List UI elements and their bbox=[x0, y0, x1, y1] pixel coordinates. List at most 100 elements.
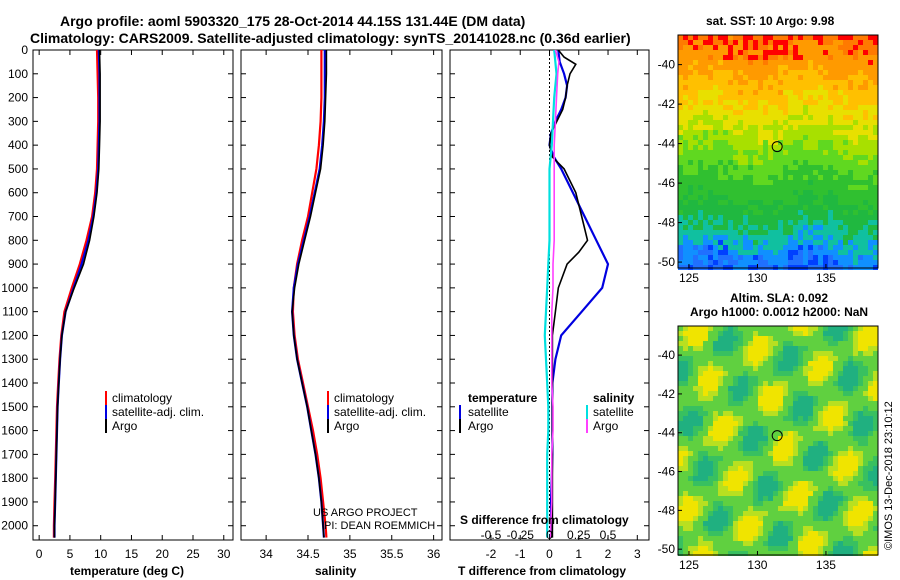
heatmap-cell bbox=[738, 90, 743, 95]
heatmap-cell bbox=[778, 235, 783, 240]
heatmap-cell bbox=[773, 426, 778, 431]
heatmap-cell bbox=[683, 100, 688, 105]
heatmap-cell bbox=[823, 421, 828, 426]
heatmap-cell bbox=[728, 135, 733, 140]
heatmap-cell bbox=[733, 75, 738, 80]
heatmap-cell bbox=[693, 356, 698, 361]
heatmap-cell bbox=[678, 100, 683, 105]
heatmap-cell bbox=[823, 341, 828, 346]
heatmap-cell bbox=[763, 190, 768, 195]
y-tick-label: 1500 bbox=[1, 400, 28, 414]
heatmap-cell bbox=[773, 531, 778, 536]
heatmap-cell bbox=[848, 446, 853, 451]
heatmap-cell bbox=[773, 401, 778, 406]
heatmap-cell bbox=[833, 220, 838, 225]
heatmap-cell bbox=[863, 491, 868, 496]
heatmap-cell bbox=[763, 501, 768, 506]
heatmap-cell bbox=[758, 100, 763, 105]
heatmap-cell bbox=[813, 125, 818, 130]
heatmap-cell bbox=[803, 175, 808, 180]
heatmap-cell bbox=[703, 195, 708, 200]
heatmap-cell bbox=[823, 426, 828, 431]
heatmap-cell bbox=[833, 160, 838, 165]
heatmap-cell bbox=[773, 75, 778, 80]
heatmap-cell bbox=[858, 356, 863, 361]
heatmap-cell bbox=[858, 50, 863, 55]
heatmap-cell bbox=[728, 150, 733, 155]
heatmap-cell bbox=[703, 110, 708, 115]
heatmap-cell bbox=[798, 180, 803, 185]
heatmap-cell bbox=[773, 486, 778, 491]
heatmap-cell bbox=[828, 70, 833, 75]
heatmap-cell bbox=[768, 85, 773, 90]
heatmap-cell bbox=[858, 361, 863, 366]
heatmap-cell bbox=[803, 195, 808, 200]
heatmap-cell bbox=[728, 466, 733, 471]
heatmap-cell bbox=[868, 225, 873, 230]
heatmap-cell bbox=[708, 381, 713, 386]
heatmap-cell bbox=[768, 376, 773, 381]
heatmap-cell bbox=[758, 70, 763, 75]
heatmap-cell bbox=[763, 456, 768, 461]
heatmap-cell bbox=[753, 326, 758, 331]
heatmap-cell bbox=[718, 210, 723, 215]
heatmap-cell bbox=[838, 346, 843, 351]
heatmap-cell bbox=[803, 225, 808, 230]
heatmap-cell bbox=[708, 110, 713, 115]
heatmap-cell bbox=[808, 205, 813, 210]
heatmap-cell bbox=[833, 506, 838, 511]
heatmap-cell bbox=[758, 60, 763, 65]
heatmap-cell bbox=[843, 526, 848, 531]
heatmap-cell bbox=[868, 85, 873, 90]
heatmap-cell bbox=[678, 135, 683, 140]
heatmap-cell bbox=[823, 105, 828, 110]
heatmap-cell bbox=[723, 65, 728, 70]
heatmap-cell bbox=[833, 486, 838, 491]
heatmap-cell bbox=[863, 185, 868, 190]
heatmap-cell bbox=[743, 45, 748, 50]
heatmap-cell bbox=[753, 366, 758, 371]
heatmap-cell bbox=[863, 100, 868, 105]
map-lon-label: 135 bbox=[816, 271, 836, 285]
heatmap-cell bbox=[798, 140, 803, 145]
heatmap-cell bbox=[753, 155, 758, 160]
heatmap-cell bbox=[798, 80, 803, 85]
heatmap-cell bbox=[773, 90, 778, 95]
heatmap-cell bbox=[763, 240, 768, 245]
heatmap-cell bbox=[743, 396, 748, 401]
heatmap-cell bbox=[753, 140, 758, 145]
heatmap-cell bbox=[723, 70, 728, 75]
heatmap-cell bbox=[688, 200, 693, 205]
heatmap-cell bbox=[698, 451, 703, 456]
heatmap-cell bbox=[713, 396, 718, 401]
heatmap-cell bbox=[778, 431, 783, 436]
heatmap-cell bbox=[783, 476, 788, 481]
heatmap-cell bbox=[778, 50, 783, 55]
heatmap-cell bbox=[803, 331, 808, 336]
heatmap-cell bbox=[833, 371, 838, 376]
heatmap-cell bbox=[688, 331, 693, 336]
heatmap-cell bbox=[698, 356, 703, 361]
heatmap-cell bbox=[808, 506, 813, 511]
heatmap-cell bbox=[748, 55, 753, 60]
heatmap-cell bbox=[828, 200, 833, 205]
heatmap-cell bbox=[853, 130, 858, 135]
heatmap-cell bbox=[733, 100, 738, 105]
heatmap-cell bbox=[753, 85, 758, 90]
heatmap-cell bbox=[828, 50, 833, 55]
heatmap-cell bbox=[793, 65, 798, 70]
heatmap-cell bbox=[768, 356, 773, 361]
heatmap-cell bbox=[868, 366, 873, 371]
heatmap-cell bbox=[753, 336, 758, 341]
heatmap-cell bbox=[678, 536, 683, 541]
heatmap-cell bbox=[728, 476, 733, 481]
heatmap-cell bbox=[853, 200, 858, 205]
heatmap-cell bbox=[703, 361, 708, 366]
heatmap-cell bbox=[728, 411, 733, 416]
heatmap-cell bbox=[818, 356, 823, 361]
heatmap-cell bbox=[713, 205, 718, 210]
heatmap-cell bbox=[693, 35, 698, 40]
heatmap-cell bbox=[738, 185, 743, 190]
heatmap-cell bbox=[793, 336, 798, 341]
heatmap-cell bbox=[693, 486, 698, 491]
